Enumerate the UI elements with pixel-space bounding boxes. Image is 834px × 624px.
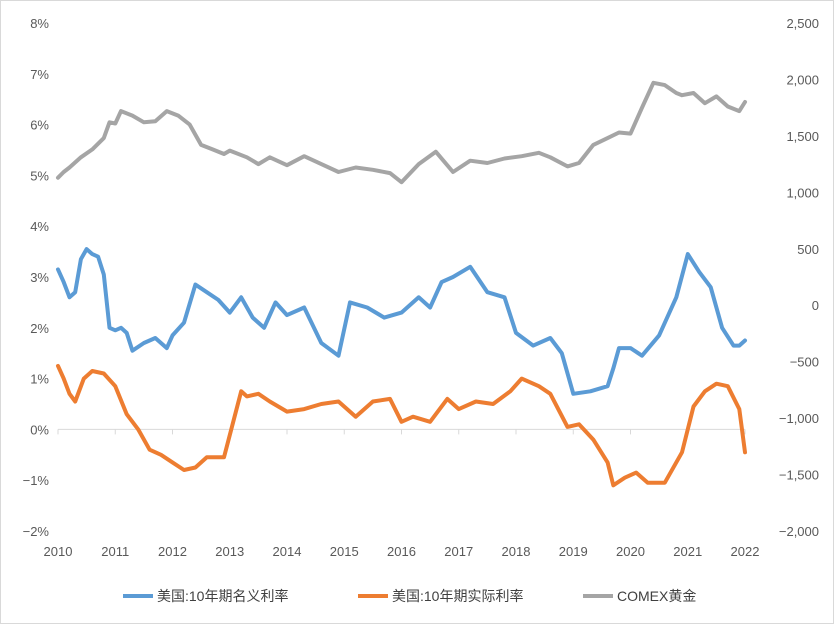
legend-label-1: 美国:10年期实际利率 xyxy=(392,588,523,604)
x-tick-label: 2015 xyxy=(330,544,359,559)
x-tick-label: 2017 xyxy=(444,544,473,559)
series-line-1 xyxy=(56,363,747,488)
y-right-tick-label: 500 xyxy=(797,242,819,257)
y-left-tick-label: 5% xyxy=(30,168,49,183)
x-tick-label: 2010 xyxy=(44,544,73,559)
y-left-tick-label: 6% xyxy=(30,118,49,133)
y-left-tick-label: 1% xyxy=(30,372,49,387)
y-right-tick-label: −1,500 xyxy=(779,468,819,483)
x-tick-label: 2021 xyxy=(673,544,702,559)
x-tick-label: 2014 xyxy=(273,544,302,559)
x-tick-label: 2011 xyxy=(101,544,129,559)
labels-layer: 2010 2011 2012 2013 2014 2015 2016 2017 2018 2019… xyxy=(23,16,819,559)
axes-layer xyxy=(57,428,746,435)
y-left-tick-label: 0% xyxy=(30,422,49,437)
series-line-0 xyxy=(56,247,747,396)
y-right-tick-label: −1,000 xyxy=(779,411,819,426)
legend-label-2: COMEX黄金 xyxy=(617,588,696,604)
x-tick-label: 2013 xyxy=(215,544,244,559)
series-layer xyxy=(56,80,747,488)
y-right-tick-label: 0 xyxy=(812,298,819,313)
y-right-tick-label: 1,500 xyxy=(786,129,819,144)
y-left-tick-label: 7% xyxy=(30,67,49,82)
x-tick-label: 2020 xyxy=(616,544,645,559)
y-left-tick-label: 3% xyxy=(30,270,49,285)
legend: 美国:10年期名义利率 美国:10年期实际利率 COMEX黄金 xyxy=(123,588,696,604)
x-tick-label: 2016 xyxy=(387,544,416,559)
x-tick-label: 2018 xyxy=(502,544,531,559)
x-tick-label: 2019 xyxy=(559,544,588,559)
x-tick-label: 2022 xyxy=(731,544,760,559)
y-right-tick-label: −500 xyxy=(790,355,819,370)
y-left-tick-label: −2% xyxy=(23,524,50,539)
series-line-2 xyxy=(56,80,747,185)
y-left-tick-label: 4% xyxy=(30,219,49,234)
y-left-tick-label: −1% xyxy=(23,473,50,488)
y-right-tick-label: 1,000 xyxy=(786,185,819,200)
y-right-tick-label: 2,500 xyxy=(786,16,819,31)
y-right-tick-label: 2,000 xyxy=(786,72,819,87)
y-left-tick-label: 2% xyxy=(30,321,49,336)
y-right-tick-label: −2,000 xyxy=(779,524,819,539)
legend-label-0: 美国:10年期名义利率 xyxy=(157,588,288,604)
y-left-tick-label: 8% xyxy=(30,16,49,31)
x-tick-label: 2012 xyxy=(158,544,187,559)
